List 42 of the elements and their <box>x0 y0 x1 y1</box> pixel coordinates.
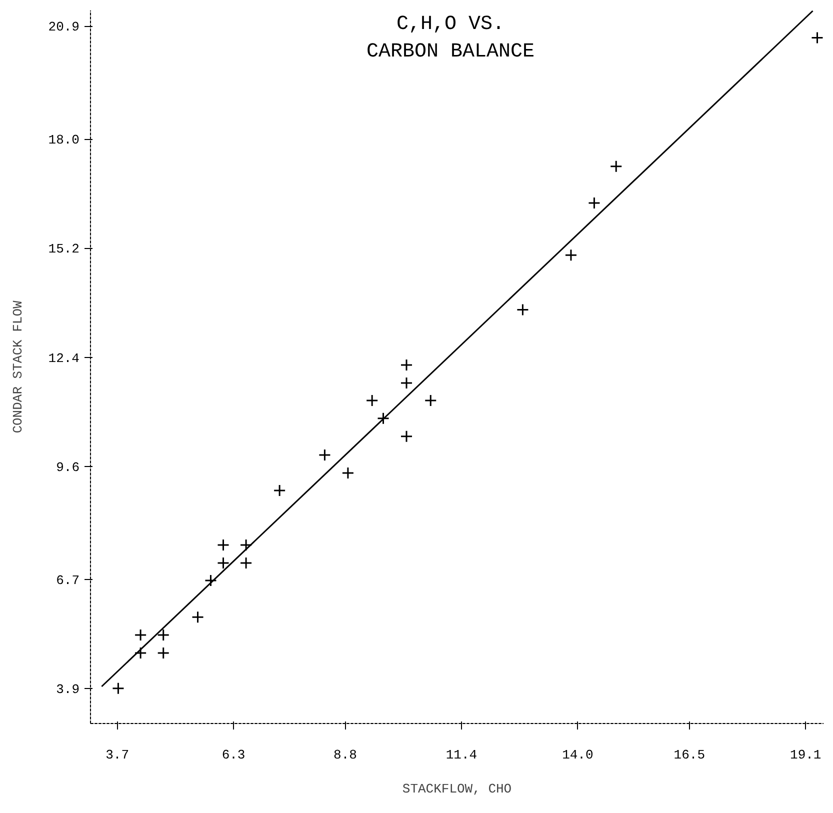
y-tick-label: 15.2 <box>48 242 80 257</box>
point <box>216 538 230 552</box>
y-tick-label: 20.9 <box>48 20 80 35</box>
point <box>112 682 124 695</box>
point <box>366 394 378 407</box>
point <box>400 430 413 443</box>
point <box>273 484 286 497</box>
point <box>134 628 147 642</box>
point <box>157 628 170 642</box>
x-tick-label: 11.4 <box>446 748 478 762</box>
x-tick-label: 6.3 <box>222 748 246 762</box>
y-tick-label: 3.9 <box>56 682 80 697</box>
y-axis-title: CONDAR STACK FLOW <box>10 300 26 434</box>
point <box>157 646 170 660</box>
point <box>810 32 824 44</box>
point <box>400 358 413 372</box>
x-tick-label: 14.0 <box>562 748 594 762</box>
x-axis-title: STACKFLOW, CHO <box>402 782 512 796</box>
point <box>516 303 529 316</box>
x-tick-label: 8.8 <box>334 748 357 762</box>
point <box>240 538 252 552</box>
x-tick-label: 3.7 <box>106 748 130 762</box>
y-tick-label: 6.7 <box>56 572 80 588</box>
point <box>424 394 437 407</box>
x-tick-label: 16.5 <box>674 748 706 762</box>
point <box>377 412 390 425</box>
x-tick-label: 19.1 <box>790 748 822 762</box>
point <box>134 646 147 660</box>
point <box>318 448 331 462</box>
text: C,H,O VS. CARBON BALANCE <box>366 12 535 64</box>
point <box>564 248 578 262</box>
y-tick-label: 9.6 <box>56 460 80 475</box>
point <box>342 466 354 480</box>
point <box>588 196 600 210</box>
point <box>610 160 622 173</box>
y-tick-label: 12.4 <box>48 350 80 366</box>
point <box>400 376 413 390</box>
point <box>204 574 217 587</box>
point <box>216 556 230 570</box>
point <box>240 556 252 570</box>
point <box>192 610 204 624</box>
y-tick-label: 18.0 <box>48 132 80 148</box>
